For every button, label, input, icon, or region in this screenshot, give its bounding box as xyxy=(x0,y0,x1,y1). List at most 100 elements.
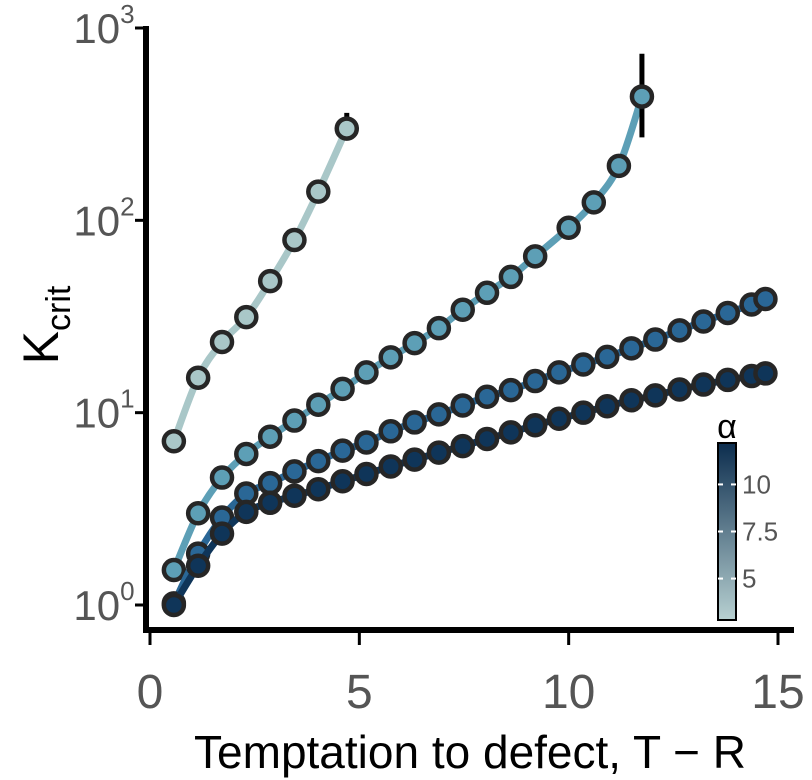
data-point xyxy=(378,345,403,370)
series-alpha-11-5 xyxy=(161,361,778,618)
data-point xyxy=(282,227,307,253)
data-point xyxy=(474,384,500,409)
data-point xyxy=(306,179,331,204)
data-point xyxy=(571,352,596,377)
colorbar: α 5 7.5 10 xyxy=(717,408,778,621)
data-point xyxy=(209,329,235,355)
series-alpha-3 xyxy=(161,112,360,454)
y-tick-label: 102 xyxy=(73,191,134,244)
data-point xyxy=(234,304,259,330)
data-point xyxy=(522,413,548,438)
series-alpha-5 xyxy=(161,53,655,583)
data-point xyxy=(691,372,716,397)
x-tick-label: 5 xyxy=(346,666,373,719)
colorbar-ticks: 5 7.5 10 xyxy=(718,469,778,594)
data-point xyxy=(474,426,500,452)
data-point xyxy=(619,388,644,413)
data-point xyxy=(161,592,187,618)
data-point xyxy=(556,215,581,241)
x-ticks: 0 5 10 15 xyxy=(137,630,805,719)
data-point xyxy=(667,318,692,343)
data-point xyxy=(234,499,259,525)
data-point xyxy=(161,557,187,583)
data-point xyxy=(594,344,620,370)
y-axis-title-main: K xyxy=(13,331,69,364)
data-point xyxy=(354,461,379,487)
data-point xyxy=(330,468,355,494)
data-point xyxy=(209,465,235,490)
colorbar-title: α xyxy=(717,408,737,446)
data-point xyxy=(234,441,259,467)
data-point xyxy=(571,400,596,425)
data-point xyxy=(257,268,283,294)
data-point xyxy=(185,500,211,526)
data-point xyxy=(581,190,607,215)
data-point xyxy=(282,408,307,433)
data-point xyxy=(474,280,500,306)
data-point xyxy=(185,365,211,390)
data-point xyxy=(498,420,524,445)
y-ticks: 100 101 102 103 xyxy=(73,0,146,629)
data-point xyxy=(161,429,187,454)
data-point xyxy=(306,392,331,417)
x-axis-title: Temptation to defect, T − R xyxy=(194,726,746,778)
series-alpha-7-5 xyxy=(161,286,778,616)
y-tick-label: 103 xyxy=(73,0,134,52)
data-point xyxy=(450,433,475,459)
data-point xyxy=(257,470,283,496)
data-point xyxy=(426,402,452,427)
data-point xyxy=(402,410,427,435)
data-point xyxy=(354,430,379,455)
data-point xyxy=(629,84,655,109)
data-point xyxy=(354,360,379,385)
y-axis-title-sub: crit xyxy=(40,285,78,331)
data-point xyxy=(378,454,403,479)
data-point xyxy=(282,459,307,484)
y-axis-title: Kcrit xyxy=(13,285,78,364)
data-point xyxy=(715,300,741,326)
data-point xyxy=(643,383,668,408)
series-layer xyxy=(161,53,778,618)
y-tick-label: 100 xyxy=(73,576,134,629)
data-point xyxy=(546,360,572,385)
data-point xyxy=(306,448,331,474)
data-point xyxy=(715,367,741,393)
data-point xyxy=(522,244,548,269)
x-tick-label: 0 xyxy=(137,666,164,719)
data-point xyxy=(257,490,283,516)
x-tick-label: 15 xyxy=(751,666,804,719)
data-point xyxy=(619,336,644,361)
data-point xyxy=(306,476,331,502)
x-tick-label: 10 xyxy=(542,666,595,719)
colorbar-tick-label: 5 xyxy=(742,564,756,594)
data-point xyxy=(606,153,632,179)
data-point xyxy=(594,393,620,419)
data-point xyxy=(330,438,355,463)
data-point xyxy=(450,393,475,418)
data-point xyxy=(691,309,716,334)
colorbar-tick-label: 7.5 xyxy=(742,517,778,547)
data-point xyxy=(378,419,403,444)
data-point xyxy=(257,424,283,449)
data-point xyxy=(426,440,452,465)
data-point xyxy=(185,553,211,578)
data-point xyxy=(450,297,475,322)
data-point xyxy=(426,315,452,341)
data-point xyxy=(522,368,548,394)
y-tick-label: 101 xyxy=(73,384,134,437)
data-point xyxy=(209,521,235,546)
data-point xyxy=(753,361,778,386)
data-point xyxy=(282,483,307,508)
data-point xyxy=(546,406,572,431)
data-point xyxy=(334,116,360,141)
data-point xyxy=(330,376,355,402)
data-point xyxy=(402,447,427,472)
data-point xyxy=(402,330,427,356)
data-point xyxy=(498,377,524,403)
colorbar-tick-label: 10 xyxy=(742,469,771,499)
data-point xyxy=(498,264,524,290)
data-point xyxy=(643,327,668,352)
data-point xyxy=(667,377,692,402)
data-point xyxy=(753,286,778,312)
